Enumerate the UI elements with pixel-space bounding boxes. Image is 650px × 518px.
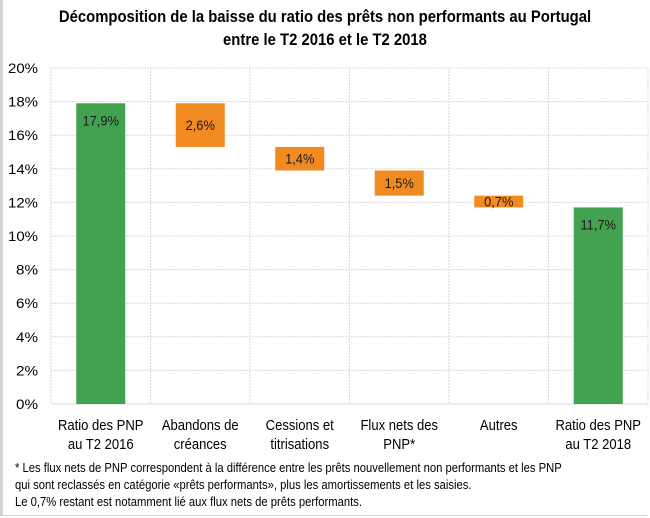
footnote-line-2: qui sont reclassés en catégorie «prêts p… [15,478,472,492]
bar-total [76,103,126,404]
y-tick-label: 12% [8,194,38,210]
x-category-label: Abandons de [162,417,239,433]
x-category-label: PNP* [383,436,415,452]
x-category-label: Autres [480,417,518,433]
footnote-line-1: * Les flux nets de PNP correspondent à l… [15,461,562,475]
footnote: * Les flux nets de PNP correspondent à l… [15,460,562,511]
chart-title-line-1: Décomposition de la baisse du ratio des … [58,8,592,26]
bar-total [573,207,623,404]
x-category-label: Ratio des PNP [555,417,641,433]
footnote-line-3: Le 0,7% restant est notamment lié aux fl… [15,495,363,509]
data-label: 0,7% [484,194,513,210]
data-label: 1,4% [285,151,314,167]
data-label: 17,9% [83,113,120,129]
data-label: 1,5% [385,176,414,192]
y-tick-label: 16% [8,127,38,143]
y-tick-label: 18% [8,94,38,110]
data-label: 11,7% [580,217,616,233]
y-tick-label: 6% [16,295,38,311]
chart-title-line-2: entre le T2 2016 et le T2 2018 [223,31,427,49]
y-tick-label: 2% [16,362,38,378]
x-category-label: Cessions et [266,417,334,433]
bar-decrease [175,103,225,147]
chart-title: Décomposition de la baisse du ratio des … [33,6,618,52]
y-tick-label: 0% [16,396,38,412]
x-category-label: au T2 2018 [565,436,631,452]
bar-decrease [275,146,325,171]
bar-decrease [474,195,524,208]
y-tick-label: 20% [8,60,38,76]
x-category-label: titrisations [270,436,329,452]
data-label: 2,6% [186,118,215,134]
y-tick-label: 14% [8,161,38,177]
x-category-label: Ratio des PNP [58,417,144,433]
x-category-label: créances [174,436,227,452]
y-tick-label: 4% [16,329,38,345]
y-tick-label: 8% [16,262,38,278]
x-category-label: Flux nets des [360,417,438,433]
x-category-label: au T2 2016 [68,436,134,452]
y-tick-label: 10% [8,228,38,244]
bar-decrease [374,170,424,196]
